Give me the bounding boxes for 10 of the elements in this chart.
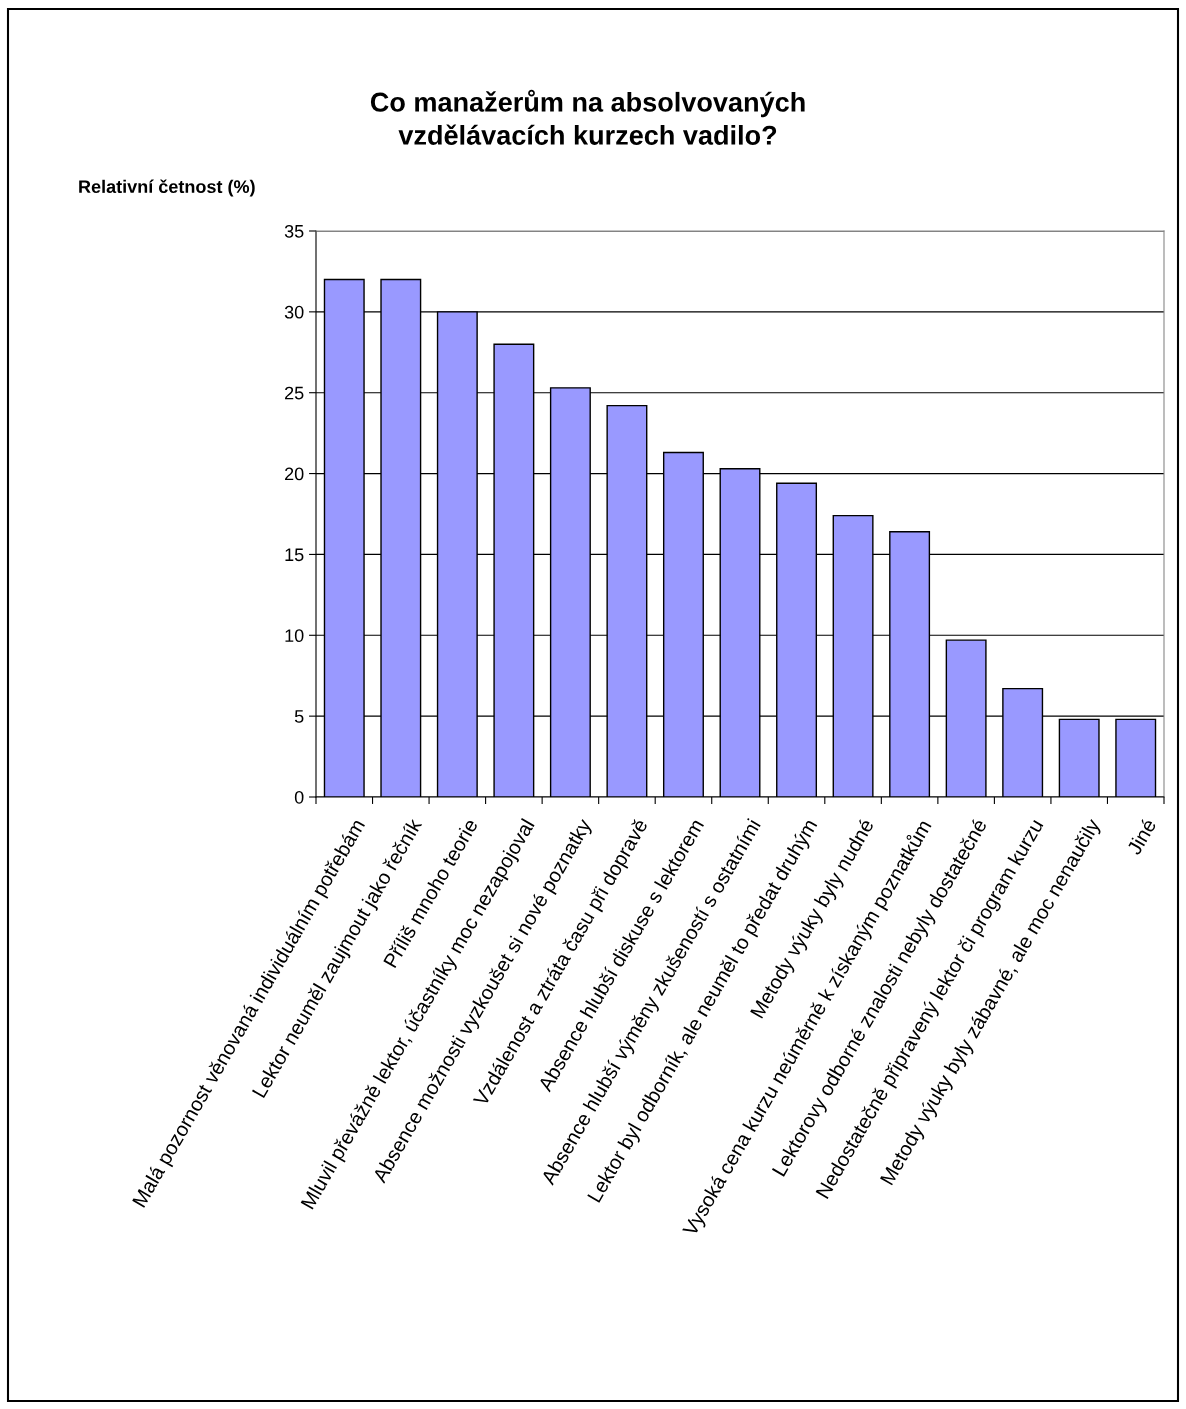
y-tick-label: 10 [285, 629, 304, 643]
chart-title: Co manažerům na absolvovaných vzdělávacích kurzech vadilo? [370, 89, 805, 145]
y-tick-label: 0 [294, 790, 304, 804]
y-axis-title: Relativní četnost (%) [79, 179, 255, 197]
y-tick-label: 15 [285, 548, 304, 562]
y-tick-label: 20 [285, 467, 304, 481]
y-tick-label: 30 [284, 305, 304, 319]
y-tick-label: 5 [294, 710, 304, 723]
y-tick-label: 35 [284, 224, 304, 238]
y-tick-label: 25 [285, 386, 304, 400]
